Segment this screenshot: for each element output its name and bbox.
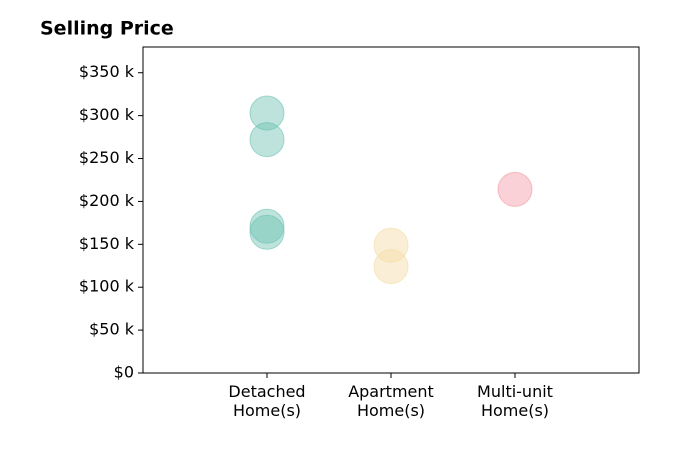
y-tick-label: $50 k xyxy=(89,320,135,339)
x-tick-label: Multi-unit Home(s) xyxy=(477,382,553,420)
x-tick-label: Apartment Home(s) xyxy=(348,382,434,420)
y-tick-label: $250 k xyxy=(79,148,135,167)
y-tick-label: $200 k xyxy=(79,191,135,210)
point xyxy=(373,249,409,285)
x-tick-label: Detached Home(s) xyxy=(228,382,306,420)
point xyxy=(497,171,533,207)
y-tick-label: $100 k xyxy=(79,277,135,296)
y-tick-label: $0 xyxy=(114,363,134,382)
y-tick-label: $150 k xyxy=(79,234,135,253)
point xyxy=(249,122,285,158)
point xyxy=(249,95,285,131)
chart-title: Selling Price xyxy=(40,18,174,40)
plot-frame xyxy=(142,46,640,374)
y-tick-label: $300 k xyxy=(79,105,135,124)
y-tick-label: $350 k xyxy=(79,62,135,81)
point xyxy=(249,214,285,250)
point xyxy=(373,227,409,263)
